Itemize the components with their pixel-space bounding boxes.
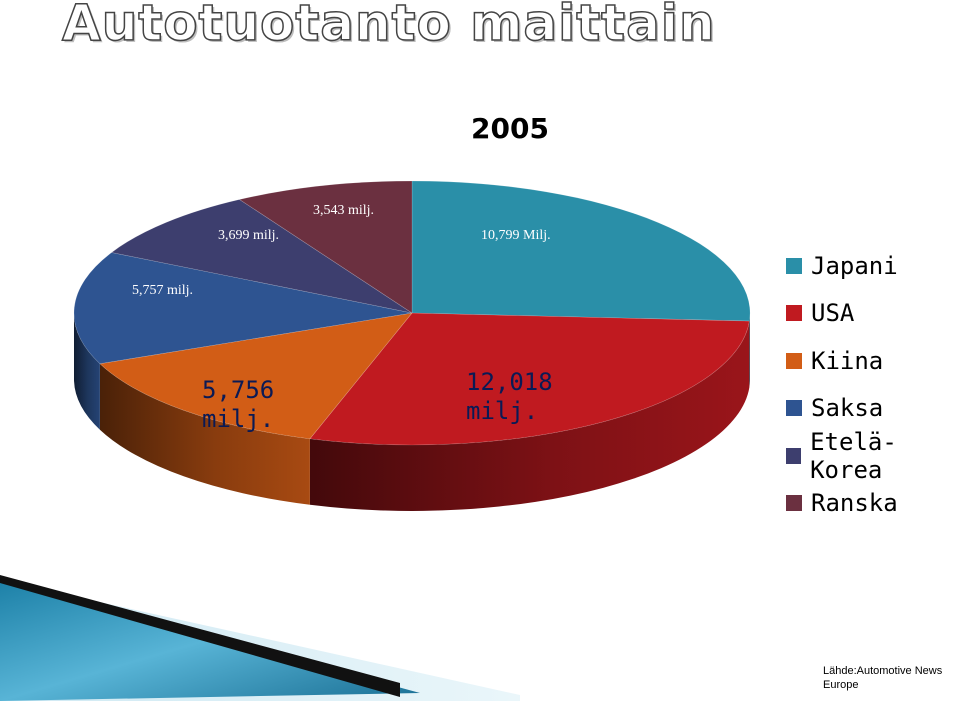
pie-side-japani (749, 313, 751, 388)
pie-slice-ranska (238, 180, 413, 314)
pie-slice-saksa (73, 252, 413, 365)
legend-item-saksa: Saksa (786, 385, 960, 433)
legend-swatch-saksa (786, 400, 802, 417)
legend-swatch-etela-korea (786, 447, 802, 464)
pie-label-ranska: 3,543 milj. (313, 203, 374, 218)
legend-item-kiina: Kiina (786, 337, 960, 385)
slide-title: Autotuotanto maittain (61, 0, 716, 53)
pie-slice-etela-korea (110, 199, 413, 314)
corner-decoration (0, 575, 520, 701)
pie-slice-usa (309, 312, 750, 446)
pie-slice-japani (411, 180, 751, 322)
legend-label-usa: USA (811, 299, 855, 328)
legend-swatch-kiina (786, 352, 802, 369)
source-note: Lähde:Automotive News Europe (823, 665, 943, 691)
pie-label-japani: 10,799 Milj. (481, 228, 551, 243)
legend-item-ranska: Ranska (786, 480, 960, 528)
legend-item-usa: USA (786, 290, 960, 338)
pie-label-saksa: 5,757 milj. (132, 283, 193, 298)
pie-slice-kiina (99, 312, 413, 440)
pie-side-saksa (73, 313, 100, 430)
chart-title: 2005 (471, 112, 549, 145)
legend-swatch-ranska (786, 495, 802, 512)
legend-label-etela-korea: Etelä-Korea (810, 427, 897, 484)
deco-dark-stripe (0, 575, 400, 697)
pie-side-kiina (99, 363, 310, 505)
legend-item-etela-korea: Etelä-Korea (786, 428, 960, 484)
legend-label-saksa: Saksa (811, 394, 884, 423)
chart-legend: Japani USA Kiina Saksa Etelä-Korea Ransk… (786, 242, 960, 527)
legend-label-kiina: Kiina (811, 346, 884, 375)
legend-swatch-japani (786, 257, 802, 274)
pie-label-kiina: 5,756 milj. (202, 376, 274, 433)
pie-label-etela-korea: 3,699 milj. (218, 228, 279, 243)
pie-label-usa: 12,018 milj. (466, 368, 553, 425)
legend-item-japani: Japani (786, 242, 960, 290)
legend-swatch-usa (786, 305, 802, 322)
legend-label-ranska: Ranska (811, 489, 898, 518)
legend-label-japani: Japani (811, 251, 898, 280)
pie-side-usa (309, 321, 750, 511)
